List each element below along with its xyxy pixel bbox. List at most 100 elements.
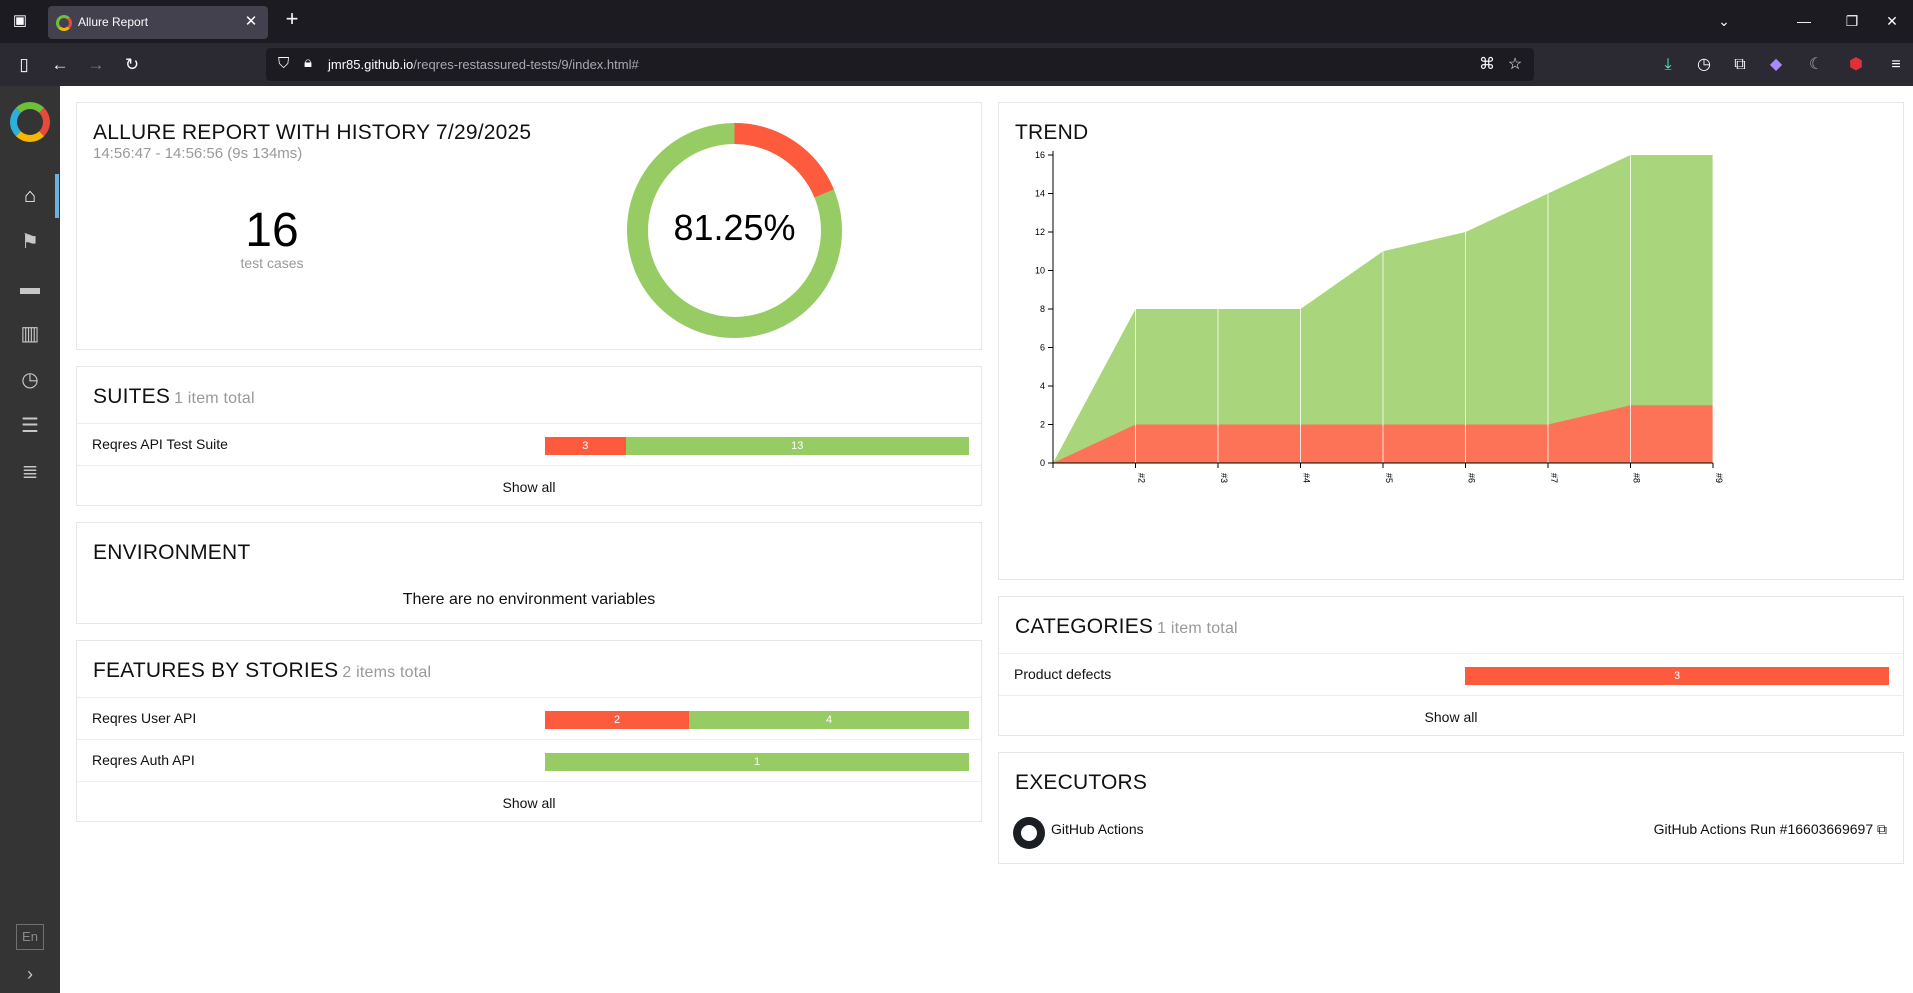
tab-overflow-chevron-icon[interactable]: ⌄	[1718, 13, 1730, 29]
executors-title: EXECUTORS	[1015, 771, 1148, 794]
features-show-all-link[interactable]: Show all	[77, 781, 981, 823]
url-path: /reqres-restassured-tests/9/index.html#	[413, 57, 639, 72]
timeline-icon[interactable]: ≣	[21, 461, 39, 483]
environment-empty-message: There are no environment variables	[402, 591, 656, 608]
download-icon[interactable]: ⤓	[1664, 56, 1672, 73]
bookmark-star-icon[interactable]: ☆	[1507, 56, 1523, 73]
category-status-bar[interactable]: 3	[1465, 667, 1889, 685]
suites-show-all-link[interactable]: Show all	[77, 465, 981, 507]
categories-show-all-link[interactable]: Show all	[999, 695, 1903, 737]
failed-segment[interactable]: 3	[545, 437, 626, 455]
y-tick-label: 8	[1040, 304, 1045, 314]
categories-title-text: CATEGORIES	[1015, 615, 1154, 638]
executors-widget: EXECUTORS GitHub Actions GitHub Actions …	[998, 752, 1904, 864]
allure-sidebar: ⌂ ⚑ ▬ ▥ ◷ ☰ ≣ En ›	[0, 86, 60, 993]
feature-status-bar[interactable]: 1	[545, 753, 969, 771]
failed-segment[interactable]: 2	[545, 711, 690, 729]
list-icon[interactable]: ☰	[21, 415, 39, 437]
restore-icon[interactable]: ❐	[1845, 13, 1859, 29]
app-menu-icon[interactable]: ≡	[1891, 56, 1901, 73]
trend-chart: 0 2 4 6 8 10 12 14 16 #2 #3 #4 #5 #6 #7 #8 #9	[1035, 150, 1724, 483]
external-link-icon: ⧉	[1877, 821, 1887, 837]
close-tab-icon[interactable]: ✕	[244, 13, 258, 30]
summary-widget: ALLURE REPORT WITH HISTORY 7/29/2025 14:…	[76, 102, 982, 350]
feature-name: Reqres User API	[92, 710, 197, 726]
table-row[interactable]: Reqres User API 2 4	[77, 697, 981, 739]
suites-count: 1 item total	[174, 390, 255, 407]
suites-title-text: SUITES	[93, 385, 171, 408]
passed-segment[interactable]: 1	[545, 753, 969, 771]
clock-icon[interactable]: ◷	[21, 369, 39, 391]
x-tick-label: #3	[1219, 473, 1229, 483]
passed-segment[interactable]: 4	[689, 711, 969, 729]
pass-rate-label: 81.25%	[673, 207, 796, 248]
minimize-icon[interactable]: —	[1797, 13, 1811, 29]
pass-rate-donut	[627, 123, 842, 338]
browser-tab[interactable]: Allure Report ✕	[48, 6, 268, 39]
new-tab-button[interactable]: +	[285, 6, 299, 31]
trend-title: TREND	[1015, 121, 1089, 144]
suites-title: SUITES 1 item total	[93, 385, 255, 409]
features-title: FEATURES BY STORIES 2 items total	[93, 659, 431, 683]
url-host: jmr85.github.io	[328, 57, 414, 72]
categories-count: 1 item total	[1157, 620, 1238, 637]
summary-time-range: 14:56:47 - 14:56:56 (9s 134ms)	[93, 145, 303, 162]
flag-icon[interactable]: ⚑	[21, 231, 39, 253]
sidebar-toggle-icon[interactable]: ▯	[19, 55, 29, 74]
test-case-count: 16	[245, 204, 299, 257]
allure-favicon-icon	[56, 15, 72, 31]
y-tick-label: 10	[1035, 266, 1045, 276]
reload-icon[interactable]: ↻	[124, 55, 140, 74]
github-icon	[1013, 817, 1045, 849]
allure-logo[interactable]	[10, 102, 50, 142]
executor-run-link[interactable]: GitHub Actions Run #16603669697 ⧉	[1654, 821, 1887, 838]
extension-clock-icon[interactable]: ◷	[1697, 56, 1711, 73]
donut-failed-arc	[627, 123, 842, 338]
features-title-text: FEATURES BY STORIES	[93, 659, 339, 682]
executor-name: GitHub Actions	[1051, 821, 1144, 837]
expand-sidebar-icon[interactable]: ›	[27, 964, 33, 984]
y-tick-label: 2	[1040, 420, 1045, 430]
lock-icon[interactable]: 🔒︎	[304, 54, 312, 71]
address-bar[interactable]: ⛉ 🔒︎ jmr85.github.io/reqres-restassured-…	[266, 48, 1534, 81]
passed-segment[interactable]: 13	[625, 437, 969, 455]
x-tick-label: #8	[1632, 473, 1642, 483]
close-window-icon[interactable]: ✕	[1886, 13, 1898, 29]
table-row[interactable]: Reqres API Test Suite 3 13	[77, 423, 981, 465]
table-row[interactable]: Reqres Auth API 1	[77, 739, 981, 781]
browser-tab-bar: ▣ Allure Report ✕ + ⌄ — ❐ ✕	[0, 0, 1913, 43]
extensions-icon[interactable]: ⧉	[1734, 56, 1746, 73]
ublock-icon[interactable]: ⬢	[1849, 56, 1863, 73]
y-tick-label: 16	[1035, 150, 1045, 160]
table-row[interactable]: Product defects 3	[999, 653, 1903, 695]
executor-run-text: GitHub Actions Run #16603669697	[1653, 821, 1874, 837]
y-tick-label: 4	[1040, 381, 1045, 391]
trend-widget: TREND 0 2 4 6 8 10 12 14 16 #2 #3 #4 #5 #6 #7 #8 #9	[998, 102, 1904, 580]
url-text[interactable]: jmr85.github.io/reqres-restassured-tests…	[328, 57, 639, 72]
home-icon[interactable]: ⌂	[23, 185, 37, 207]
environment-title: ENVIRONMENT	[93, 541, 251, 564]
suite-status-bar[interactable]: 3 13	[545, 437, 969, 455]
back-icon[interactable]: ←	[51, 55, 69, 74]
chart-icon[interactable]: ▥	[20, 323, 40, 345]
features-widget: FEATURES BY STORIES 2 items total Reqres …	[76, 640, 982, 822]
suite-name: Reqres API Test Suite	[92, 436, 228, 452]
x-tick-label: #6	[1467, 473, 1477, 483]
feature-status-bar[interactable]: 2 4	[545, 711, 969, 729]
test-case-label: test cases	[240, 255, 304, 271]
x-tick-label: #7	[1549, 473, 1559, 483]
forward-icon[interactable]: →	[87, 55, 105, 74]
category-name: Product defects	[1014, 666, 1112, 682]
briefcase-icon[interactable]: ▬	[20, 277, 40, 299]
failed-segment[interactable]: 3	[1465, 667, 1889, 685]
tab-list-icon[interactable]: ▣	[12, 12, 28, 29]
tab-title: Allure Report	[78, 15, 149, 29]
translate-icon[interactable]: ⌘	[1479, 56, 1495, 73]
suites-widget: SUITES 1 item total Reqres API Test Suite…	[76, 366, 982, 506]
x-tick-label: #4	[1302, 473, 1312, 483]
language-button[interactable]: En	[16, 924, 44, 950]
extension-drop-icon[interactable]: ◆	[1769, 56, 1783, 73]
x-tick-label: #9	[1714, 473, 1724, 483]
dark-mode-icon[interactable]: ☾	[1808, 56, 1824, 73]
tracking-shield-icon[interactable]: ⛉	[278, 55, 290, 72]
